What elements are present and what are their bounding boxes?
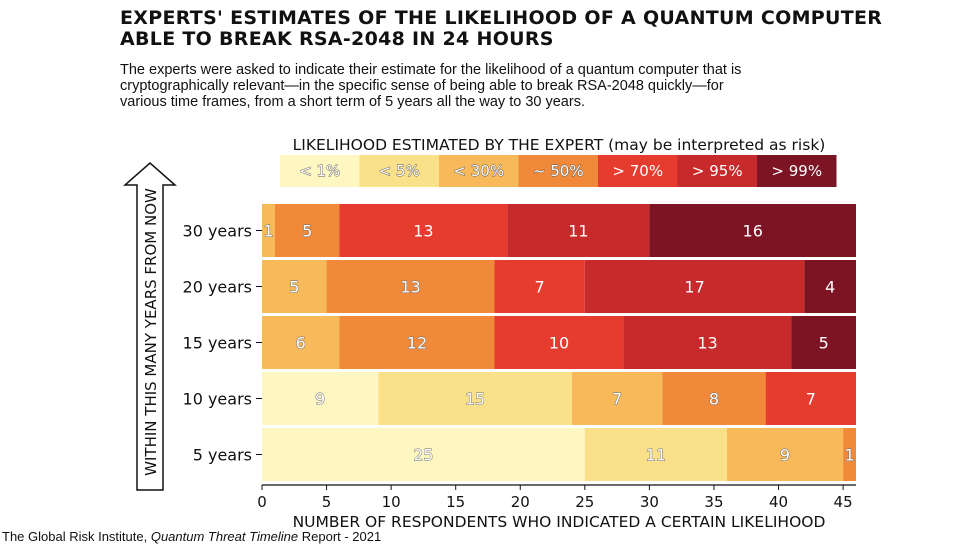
legend-swatch <box>757 155 837 187</box>
y-tick-label: 5 years <box>193 446 252 465</box>
x-tick-label: 20 <box>511 493 530 511</box>
bar-segment <box>843 428 856 481</box>
data-label: 1 <box>263 222 273 241</box>
legend-label: < 30% <box>453 162 504 180</box>
legend-swatch <box>359 155 439 187</box>
data-label: 16 <box>743 222 763 241</box>
title-line-1: EXPERTS' ESTIMATES OF THE LIKELIHOOD OF … <box>120 7 883 29</box>
data-label: 13 <box>413 222 433 241</box>
legend-label: > 70% <box>612 162 663 180</box>
x-tick-label: 25 <box>575 493 594 511</box>
legend-label: > 99% <box>771 162 822 180</box>
bar-segment <box>494 316 624 369</box>
data-label: 11 <box>646 446 666 465</box>
title-line-2: ABLE TO BREAK RSA-2048 IN 24 HOURS <box>120 28 554 50</box>
data-label: 12 <box>407 334 427 353</box>
legend-label: ~ 50% <box>533 162 584 180</box>
source-note: The Global Risk Institute, Quantum Threa… <box>2 529 381 544</box>
bar-segment <box>262 428 585 481</box>
x-tick-label: 45 <box>834 493 853 511</box>
y-tick-label: 10 years <box>183 390 252 409</box>
source-suffix: Report - 2021 <box>298 529 382 544</box>
data-label: 8 <box>709 390 719 409</box>
bar-segment <box>339 316 495 369</box>
data-label: 11 <box>568 222 588 241</box>
y-tick-label: 15 years <box>183 334 252 353</box>
x-tick-label: 15 <box>446 493 465 511</box>
data-label: 10 <box>549 334 569 353</box>
subtitle-line-1: The experts were asked to indicate their… <box>120 62 742 78</box>
y-tick-label: 20 years <box>183 278 252 297</box>
legend-swatch <box>598 155 678 187</box>
bar-segment <box>339 204 508 257</box>
data-label: 4 <box>825 278 835 297</box>
y-axis-arrow <box>123 162 177 491</box>
bar-segment <box>584 260 805 313</box>
y-tick-label: 30 years <box>183 222 252 241</box>
bar-segment <box>326 260 495 313</box>
data-label: 1 <box>844 446 854 465</box>
chart-title: EXPERTS' ESTIMATES OF THE LIKELIHOOD OF … <box>120 8 920 50</box>
bar-segment <box>662 372 766 425</box>
bar-segment <box>649 204 856 257</box>
x-tick-label: 0 <box>257 493 267 511</box>
bar-segment <box>494 260 585 313</box>
data-label: 17 <box>684 278 704 297</box>
bar-segment <box>571 372 663 425</box>
data-label: 5 <box>819 334 829 353</box>
legend-swatch <box>439 155 519 187</box>
bar-segment <box>378 372 572 425</box>
data-label: 13 <box>697 334 717 353</box>
bar-segment <box>765 372 856 425</box>
y-axis-label: WITHIN THIS MANY YEARS FROM NOW <box>142 188 160 476</box>
source-title: Quantum Threat Timeline <box>150 529 299 544</box>
data-label: 5 <box>289 278 299 297</box>
x-tick-label: 10 <box>382 493 401 511</box>
x-tick-label: 30 <box>640 493 659 511</box>
legend-label: > 95% <box>692 162 743 180</box>
bar-segment <box>804 260 856 313</box>
bar-segment <box>262 372 379 425</box>
data-label: 25 <box>413 446 433 465</box>
x-tick-label: 35 <box>704 493 723 511</box>
x-tick-label: 5 <box>322 493 332 511</box>
data-label: 5 <box>302 222 312 241</box>
x-tick-label: 40 <box>769 493 788 511</box>
bar-segment <box>274 204 340 257</box>
bar-segment <box>584 428 727 481</box>
chart-subtitle: The experts were asked to indicate their… <box>120 62 880 110</box>
legend-label: < 5% <box>379 162 420 180</box>
bar-segment <box>262 260 327 313</box>
subtitle-line-2: cryptographically relevant—in the specif… <box>120 78 724 94</box>
data-label: 7 <box>806 390 816 409</box>
legend-label: < 1% <box>299 162 340 180</box>
legend-swatch <box>677 155 757 187</box>
subtitle-line-3: various time frames, from a short term o… <box>120 94 585 110</box>
data-label: 7 <box>612 390 622 409</box>
data-label: 9 <box>315 390 325 409</box>
bar-segment <box>262 204 275 257</box>
source-prefix: The Global Risk Institute, <box>2 529 151 544</box>
bar-segment <box>791 316 856 369</box>
bar-segment <box>726 428 844 481</box>
legend-swatch <box>280 155 360 187</box>
data-label: 7 <box>535 278 545 297</box>
data-label: 9 <box>780 446 790 465</box>
data-label: 15 <box>465 390 485 409</box>
data-label: 6 <box>296 334 306 353</box>
x-axis-label: NUMBER OF RESPONDENTS WHO INDICATED A CE… <box>293 513 826 531</box>
legend-swatch <box>518 155 598 187</box>
bar-segment <box>262 316 340 369</box>
bar-segment <box>623 316 792 369</box>
legend-title: LIKELIHOOD ESTIMATED BY THE EXPERT (may … <box>293 136 826 154</box>
data-label: 13 <box>400 278 420 297</box>
bar-segment <box>507 204 650 257</box>
